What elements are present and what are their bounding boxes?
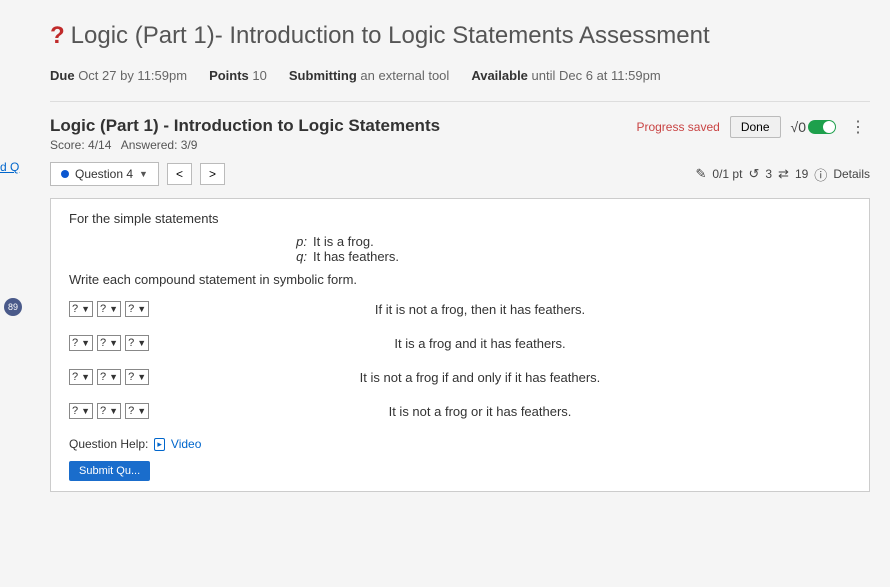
help-label: Question Help: — [69, 437, 148, 451]
chevron-down-icon: ▼ — [109, 304, 118, 314]
chevron-down-icon: ▼ — [81, 406, 90, 416]
chevron-down-icon: ▼ — [139, 169, 148, 179]
compound-statement: If it is not a frog, then it has feather… — [229, 302, 851, 317]
compound-statement: It is not a frog or it has feathers. — [229, 404, 851, 419]
question-label: Question 4 — [75, 167, 133, 181]
toggle-icon[interactable] — [808, 120, 836, 134]
var-p-text: It is a frog. — [313, 234, 374, 249]
help-icon[interactable]: ? — [50, 22, 65, 49]
chevron-down-icon: ▼ — [137, 372, 146, 382]
answered-text: Answered: 3/9 — [121, 138, 198, 152]
chevron-down-icon: ▼ — [109, 338, 118, 348]
done-button[interactable]: Done — [730, 116, 781, 138]
answer-select[interactable]: ?▼ — [125, 369, 149, 385]
answer-select[interactable]: ?▼ — [97, 301, 121, 317]
count-badge: 89 — [4, 298, 22, 316]
answer-row: ?▼?▼?▼If it is not a frog, then it has f… — [69, 301, 851, 317]
chevron-down-icon: ▼ — [137, 406, 146, 416]
question-body: For the simple statements p: It is a frog… — [50, 198, 870, 492]
video-link[interactable]: Video — [171, 437, 201, 451]
answer-select[interactable]: ?▼ — [97, 335, 121, 351]
var-q-text: It has feathers. — [313, 249, 399, 264]
progress-saved-label: Progress saved — [636, 120, 719, 134]
var-p: p: — [289, 234, 307, 249]
answer-row: ?▼?▼?▼It is not a frog if and only if it… — [69, 369, 851, 385]
chevron-down-icon: ▼ — [137, 338, 146, 348]
prev-question-button[interactable]: < — [167, 163, 192, 185]
compound-statement: It is not a frog if and only if it has f… — [229, 370, 851, 385]
more-menu-icon[interactable]: ⋮ — [846, 117, 870, 137]
var-q: q: — [289, 249, 307, 264]
answer-select[interactable]: ?▼ — [97, 369, 121, 385]
chevron-down-icon: ▼ — [81, 304, 90, 314]
page-title: ?Logic (Part 1)- Introduction to Logic S… — [50, 22, 870, 50]
compound-statement: It is a frog and it has feathers. — [229, 336, 851, 351]
left-nav-fragment[interactable]: d Q — [0, 160, 19, 174]
details-link[interactable]: Details — [833, 167, 870, 181]
answer-select[interactable]: ?▼ — [69, 369, 93, 385]
answer-row: ?▼?▼?▼It is not a frog or it has feather… — [69, 403, 851, 419]
answer-select[interactable]: ?▼ — [69, 301, 93, 317]
status-dot-icon — [61, 170, 69, 178]
video-icon: ▸ — [154, 438, 165, 451]
chevron-down-icon: ▼ — [81, 372, 90, 382]
assignment-meta: Due Oct 27 by 11:59pm Points 10 Submitti… — [50, 68, 870, 102]
next-question-button[interactable]: > — [200, 163, 225, 185]
answer-row: ?▼?▼?▼It is a frog and it has feathers. — [69, 335, 851, 351]
tool-title: Logic (Part 1) - Introduction to Logic S… — [50, 116, 440, 136]
submit-button[interactable]: Submit Qu... — [69, 461, 150, 481]
chevron-down-icon: ▼ — [109, 406, 118, 416]
answer-select[interactable]: ?▼ — [125, 335, 149, 351]
page-title-row: ?Logic (Part 1)- Introduction to Logic S… — [50, 10, 870, 68]
question-stats: ✎ 0/1 pt ↺ 3 ⇄ 19 ⓘ Details — [696, 165, 871, 184]
chevron-down-icon: ▼ — [137, 304, 146, 314]
intro-text: For the simple statements — [69, 211, 851, 226]
retry-icon: ↺ — [748, 166, 759, 182]
external-tool: Logic (Part 1) - Introduction to Logic S… — [50, 116, 870, 492]
chevron-down-icon: ▼ — [81, 338, 90, 348]
calculator-toggle[interactable]: √0 — [791, 119, 836, 135]
answer-select[interactable]: ?▼ — [69, 335, 93, 351]
answer-select[interactable]: ?▼ — [125, 301, 149, 317]
swap-icon: ⇄ — [778, 166, 789, 182]
score-text: Score: 4/14 — [50, 138, 111, 152]
answer-select[interactable]: ?▼ — [97, 403, 121, 419]
question-dropdown[interactable]: Question 4 ▼ — [50, 162, 159, 186]
instruction-text: Write each compound statement in symboli… — [69, 272, 851, 287]
edit-icon: ✎ — [696, 166, 707, 182]
info-icon[interactable]: ⓘ — [814, 165, 827, 184]
answer-select[interactable]: ?▼ — [69, 403, 93, 419]
chevron-down-icon: ▼ — [109, 372, 118, 382]
answer-select[interactable]: ?▼ — [125, 403, 149, 419]
